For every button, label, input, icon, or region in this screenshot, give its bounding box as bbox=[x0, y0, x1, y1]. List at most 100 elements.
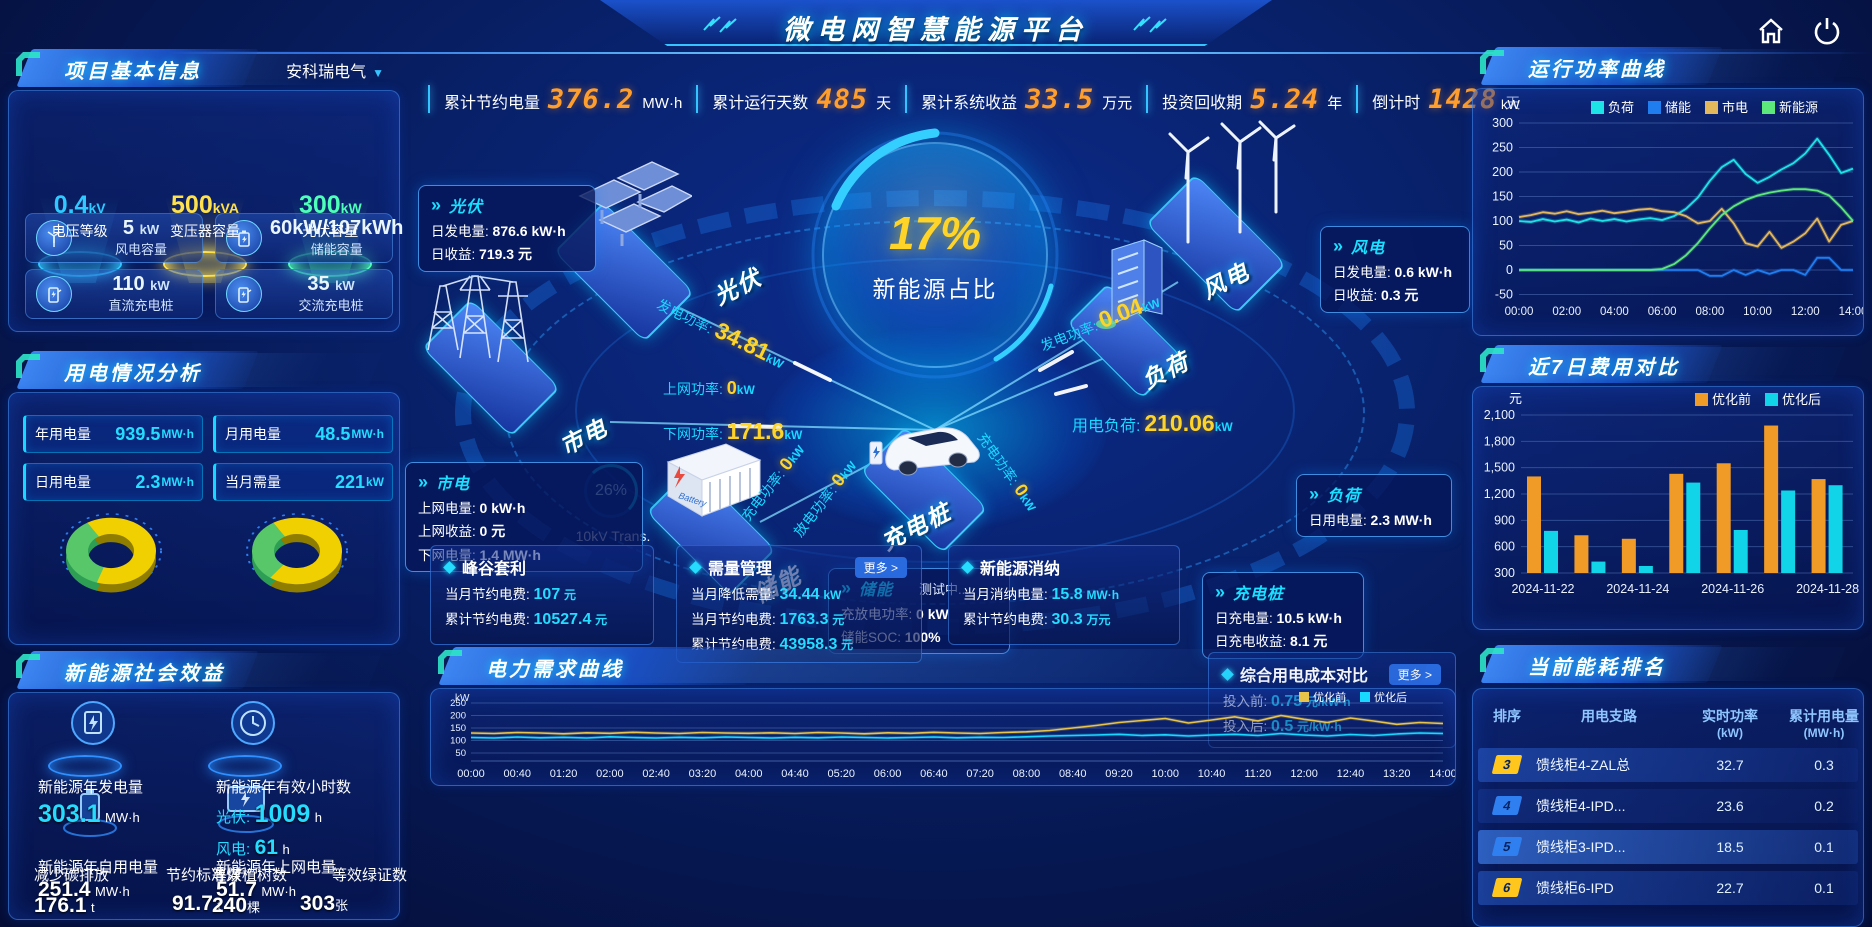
hours-label: 新能源年有效小时数 bbox=[216, 779, 352, 796]
stat-value: 376.2 bbox=[548, 83, 635, 115]
clock-icon bbox=[231, 701, 275, 745]
power-towers-icon bbox=[427, 275, 529, 363]
svg-text:09:20: 09:20 bbox=[1105, 768, 1133, 780]
svg-text:优化后: 优化后 bbox=[1782, 392, 1821, 407]
usage-stat: 日用电量 2.3 MW·h bbox=[23, 463, 203, 501]
feeder-name: 馈线柜4-IPD... bbox=[1536, 797, 1626, 814]
coal-label: 节约标准煤 bbox=[166, 867, 242, 884]
stat-unit: MW·h bbox=[642, 94, 683, 112]
self-use-value: 251.4 MW·h bbox=[38, 878, 130, 901]
capacity-spotlight: 500kVA 变压器容量 bbox=[147, 191, 263, 299]
rank-badge: 5 bbox=[1491, 837, 1523, 856]
usage-stat-value: 939.5 bbox=[115, 423, 161, 444]
svg-text:01:20: 01:20 bbox=[550, 768, 578, 780]
feeder-name: 馈线柜6-IPD bbox=[1536, 879, 1614, 896]
generation-spot-icon bbox=[48, 700, 138, 777]
svg-text:150: 150 bbox=[450, 723, 466, 734]
kpi-line: 累计节约电费: 10527.4 元 bbox=[445, 611, 608, 628]
svg-text:00:00: 00:00 bbox=[457, 768, 485, 780]
spotlight-value: 0.4kV bbox=[53, 191, 106, 219]
panel-title: 当前能耗排名 bbox=[1528, 657, 1666, 679]
info-line: 日充电收益: 8.1 元 bbox=[1215, 633, 1328, 649]
panel-title: 电力需求曲线 bbox=[486, 659, 624, 681]
svg-text:12:00: 12:00 bbox=[1791, 306, 1820, 318]
rank-table-row[interactable]: 5 馈线柜3-IPD... 18.5 0.1 bbox=[1478, 829, 1858, 864]
power-icon[interactable] bbox=[1810, 14, 1844, 48]
svg-text:04:00: 04:00 bbox=[735, 768, 763, 780]
carbon-label: 减少碳排放 bbox=[34, 867, 110, 884]
kpi-stats-bar: 累计节约电量 376.2 MW·h 累计运行天数 485 天累计系统收益 33.5 万元 投资回… bbox=[428, 78, 1520, 120]
stat-separator bbox=[1356, 85, 1359, 113]
panel-title: 运行功率曲线 bbox=[1528, 59, 1666, 81]
home-icon[interactable] bbox=[1754, 14, 1788, 48]
load-power-flow: 用电负荷: 210.06kW bbox=[1072, 410, 1233, 436]
more-button[interactable]: 更多 > bbox=[854, 556, 907, 578]
capacity-card: 35 kW 交流充电桩 bbox=[215, 269, 393, 319]
svg-text:08:00: 08:00 bbox=[1695, 306, 1724, 318]
usage-stat-unit: kW bbox=[366, 475, 384, 489]
rank-table-row[interactable]: 4 馈线柜4-IPD... 23.6 0.2 bbox=[1478, 788, 1858, 823]
rank-col-header: 累计用电量 (MW·h) bbox=[1789, 708, 1859, 740]
to-grid-power-flow: 上网功率: 0kW bbox=[663, 378, 755, 398]
svg-text:04:40: 04:40 bbox=[781, 768, 809, 780]
more-button[interactable]: 更多 > bbox=[1388, 663, 1441, 685]
usage-stat-label: 月用电量 bbox=[225, 426, 281, 442]
svg-text:优化前: 优化前 bbox=[1712, 392, 1751, 407]
to-grid-value: 51.7 MW·h bbox=[216, 878, 296, 901]
svg-text:08:00: 08:00 bbox=[1013, 768, 1041, 780]
svg-text:10:00: 10:00 bbox=[1152, 768, 1180, 780]
panel-title: 项目基本信息 bbox=[64, 61, 202, 83]
capacity-spotlight: 0.4kV 电压等级 bbox=[22, 191, 138, 299]
kpi-title: 综合用电成本对比更多 > bbox=[1221, 662, 1441, 686]
info-line: 日充电量: 10.5 kW·h bbox=[1215, 610, 1342, 626]
chevron-right-icon: » bbox=[1309, 483, 1321, 504]
glow-disc-deco bbox=[162, 251, 247, 277]
capacity-card: 60kW/107kWh 储能容量 bbox=[215, 213, 403, 263]
card-label: 风电容量 bbox=[114, 242, 167, 257]
usage-analysis-header: 用电情况分析 bbox=[8, 350, 400, 390]
svg-text:12:00: 12:00 bbox=[1290, 768, 1318, 780]
svg-text:2024-11-28: 2024-11-28 bbox=[1796, 582, 1859, 596]
gen-label: 新能源年发电量 bbox=[38, 779, 144, 796]
svg-text:14:00: 14:00 bbox=[1839, 306, 1863, 318]
rank-table-row[interactable]: 3 馈线柜4-ZAL总 32.7 0.3 bbox=[1478, 747, 1858, 782]
page-title: 微电网智慧能源平台 bbox=[783, 15, 1089, 45]
total-energy: 0.3 bbox=[1814, 756, 1834, 773]
svg-text:1,800: 1,800 bbox=[1484, 434, 1515, 448]
load-info-box: » 负荷 日用电量: 2.3 MW·h bbox=[1296, 474, 1452, 537]
usage-stat-unit: MW·h bbox=[161, 427, 194, 441]
card-body: 5 kW 风电容量 bbox=[80, 218, 202, 258]
svg-text:11:20: 11:20 bbox=[1244, 768, 1271, 780]
capacity-card: 110 kW 直流充电桩 bbox=[25, 269, 203, 319]
svg-text:06:00: 06:00 bbox=[1648, 306, 1677, 318]
stat-label: 累计系统收益 bbox=[921, 94, 1018, 112]
corner-deco-icon bbox=[1480, 348, 1504, 372]
svg-text:07:20: 07:20 bbox=[966, 768, 994, 780]
company-selector[interactable]: 安科瑞电气 ▼ bbox=[286, 64, 384, 81]
lightning-deco-icon bbox=[703, 16, 737, 33]
to-grid-label: 新能源年上网电量 bbox=[216, 859, 337, 876]
card-label: 交流充电桩 bbox=[298, 298, 364, 313]
corner-deco-icon bbox=[1480, 50, 1504, 74]
spotlight-label: 光伏容量 bbox=[302, 223, 359, 239]
svg-text:13:20: 13:20 bbox=[1383, 768, 1411, 780]
svg-text:06:00: 06:00 bbox=[874, 768, 902, 780]
kpi-line: 累计节约电费: 30.3 万元 bbox=[963, 611, 1111, 628]
pv-info-box: » 光伏 日发电量: 876.6 kW·h 日收益: 719.3 元 bbox=[418, 185, 596, 272]
svg-text:2,100: 2,100 bbox=[1484, 408, 1515, 422]
ac-charger-icon bbox=[226, 276, 262, 312]
rank-badge: 4 bbox=[1491, 796, 1523, 815]
stat-value: 33.5 bbox=[1025, 83, 1095, 115]
chevron-right-icon: » bbox=[1333, 235, 1345, 256]
new-energy-ratio-orb: 17% 新能源占比 bbox=[822, 142, 1048, 368]
svg-text:新能源: 新能源 bbox=[1779, 100, 1818, 115]
svg-text:05:20: 05:20 bbox=[828, 768, 856, 780]
stat-unit: 天 bbox=[876, 94, 892, 112]
stat-separator bbox=[905, 85, 908, 113]
rank-table-row[interactable]: 6 馈线柜6-IPD 22.7 0.1 bbox=[1478, 870, 1858, 905]
chevron-right-icon: » bbox=[431, 194, 443, 215]
demand-management-panel: 需量管理 更多 > 当月降低需量: 34.44 kW 当月节约电费: 1763.3 元… bbox=[676, 545, 922, 663]
usage-stat-label: 年用电量 bbox=[35, 426, 91, 442]
svg-text:200: 200 bbox=[1492, 165, 1513, 179]
corner-deco-icon bbox=[1480, 648, 1504, 672]
